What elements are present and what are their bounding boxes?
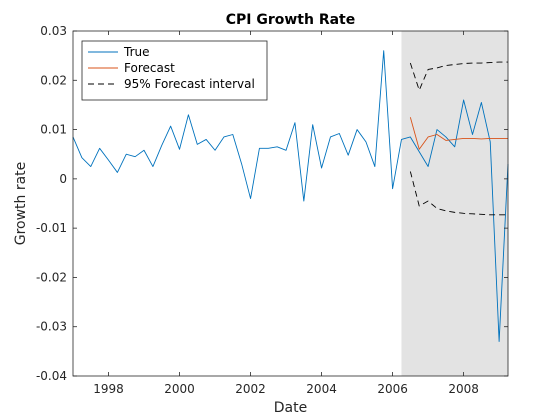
y-tick-label: 0.03 [40, 24, 67, 38]
y-tick-label: -0.04 [36, 369, 67, 383]
series-line-2 [409, 61, 508, 91]
series-line-0 [72, 50, 509, 342]
legend-label: 95% Forecast interval [124, 77, 255, 91]
x-tick-label: 2004 [306, 382, 337, 396]
y-tick-label: 0.01 [40, 123, 67, 137]
y-tick-label: -0.02 [36, 270, 67, 284]
y-tick-label: 0.02 [40, 73, 67, 87]
y-tick-label: -0.01 [36, 221, 67, 235]
legend-box [81, 40, 268, 101]
x-tick-label: 2008 [448, 382, 479, 396]
series-layer [72, 50, 509, 342]
x-tick-label: 2002 [235, 382, 266, 396]
y-axis-title: Growth rate [13, 162, 29, 246]
legend: True Forecast 95% Forecast interval [81, 40, 268, 101]
x-tick-label: 2000 [164, 382, 195, 396]
chart-title: CPI Growth Rate [226, 12, 356, 28]
x-axis-title: Date [274, 400, 307, 416]
axis-ticks: 1998 2000 2002 2004 2006 2008 -0.04 -0.03 -0.02 -… [36, 24, 508, 396]
x-tick-label: 2006 [377, 382, 408, 396]
legend-label: Forecast [124, 61, 175, 75]
forecast-shaded-region [401, 31, 508, 376]
legend-label: True [123, 45, 150, 59]
series-line-3 [409, 171, 508, 216]
y-tick-label: 0 [59, 172, 67, 186]
plot-border [72, 30, 509, 377]
y-tick-label: -0.03 [36, 320, 67, 334]
series-line-1 [409, 117, 508, 150]
x-tick-label: 1998 [93, 382, 124, 396]
